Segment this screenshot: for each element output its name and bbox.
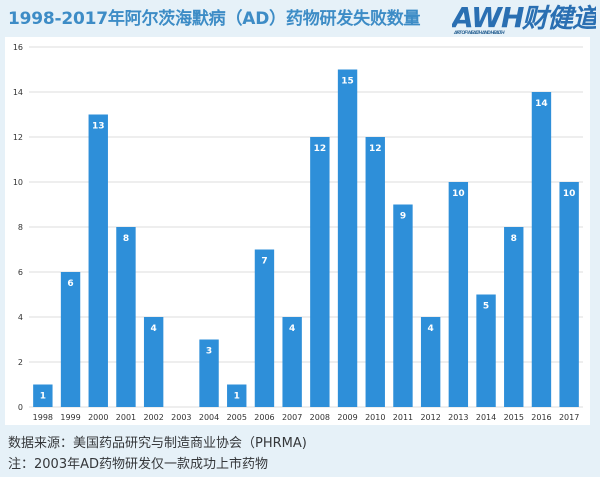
bar-2001: [116, 227, 136, 407]
x-tick-label: 2017: [559, 413, 579, 422]
bar-value-label: 4: [289, 324, 295, 334]
bar-value-label: 12: [314, 144, 327, 154]
x-tick-label: 2008: [310, 413, 330, 422]
x-tick-label: 2003: [171, 413, 191, 422]
logo-graphic: AWH 财健道 ART OF WEALTH AND HEALTH: [450, 1, 600, 36]
x-tick-label: 1999: [60, 413, 80, 422]
bar-2008: [310, 137, 330, 407]
x-tick-label: 2015: [504, 413, 524, 422]
grid-lines: [29, 46, 583, 408]
bar-value-label: 6: [67, 279, 73, 289]
bar-2002: [143, 317, 164, 407]
y-tick-label: 6: [18, 268, 23, 277]
x-tick-label: 2006: [254, 413, 274, 422]
bars: [33, 69, 579, 407]
bar-value-label: 13: [92, 122, 105, 132]
bar-2010: [365, 137, 385, 407]
bar-2015: [504, 227, 524, 407]
chart-panel: 0 2 4 6 8 10 12 14 16 1 6 13 8 4 3 1 7 4 12 15 12 9 4 10 5 8 14 10…: [5, 37, 590, 425]
x-tick-label: 1998: [33, 413, 53, 422]
bar-2013: [448, 182, 469, 407]
x-tick-label: 2005: [227, 413, 247, 422]
x-tick-label: 2001: [116, 413, 136, 422]
bar-value-label: 7: [261, 257, 267, 267]
bar-value-label: 4: [428, 324, 434, 334]
y-tick-labels: 0 2 4 6 8 10 12 14 16: [13, 43, 23, 412]
x-tick-label: 2012: [420, 413, 440, 422]
bar-value-label: 10: [452, 189, 465, 199]
y-tick-label: 8: [18, 223, 23, 232]
bar-value-label: 10: [563, 189, 576, 199]
bar-value-label: 1: [234, 392, 240, 402]
brand-logo: AWH 财健道 ART OF WEALTH AND HEALTH: [450, 0, 600, 38]
bar-2012: [420, 317, 441, 407]
y-tick-label: 14: [13, 88, 23, 97]
bar-2007: [282, 317, 302, 407]
bar-2006: [254, 249, 275, 407]
bar-value-label: 8: [123, 234, 129, 244]
x-tick-label: 2000: [88, 413, 108, 422]
bar-1999: [60, 272, 81, 407]
x-tick-label: 2013: [448, 413, 468, 422]
bar-2000: [88, 114, 108, 407]
x-tick-label: 2004: [199, 413, 219, 422]
bar-2017: [559, 182, 579, 407]
bar-value-label: 5: [483, 302, 489, 312]
bar-2009: [337, 69, 358, 407]
y-tick-label: 12: [13, 133, 23, 142]
bar-value-label: 8: [511, 234, 517, 244]
y-tick-label: 4: [18, 313, 23, 322]
bar-2011: [393, 204, 413, 407]
bar-1998: [33, 384, 53, 407]
x-tick-label: 2016: [531, 413, 551, 422]
y-tick-label: 0: [18, 403, 23, 412]
bar-value-label: 14: [535, 99, 548, 109]
y-tick-label: 10: [13, 178, 23, 187]
x-tick-label: 2002: [143, 413, 163, 422]
bar-2005: [227, 384, 247, 407]
x-tick-label: 2009: [337, 413, 357, 422]
y-tick-label: 16: [13, 43, 23, 52]
bar-value-labels: 1 6 13 8 4 3 1 7 4 12 15 12 9 4 10 5 8 14 10: [40, 77, 576, 402]
svg-text:ART OF WEALTH AND HEALTH: ART OF WEALTH AND HEALTH: [453, 30, 505, 36]
bar-value-label: 3: [206, 347, 212, 357]
bar-value-label: 4: [151, 324, 157, 334]
x-tick-label: 2014: [476, 413, 496, 422]
footnote: 注：2003年AD药物研发仅一款成功上市药物: [8, 457, 268, 472]
svg-text:AWH: AWH: [452, 1, 524, 34]
x-tick-labels: 1998 1999 2000 2001 2002 2003 2004 2005 2006 2007…: [33, 413, 580, 422]
bar-value-label: 1: [40, 392, 46, 402]
bar-2004: [199, 339, 219, 407]
x-tick-label: 2007: [282, 413, 302, 422]
x-tick-label: 2011: [393, 413, 413, 422]
bar-2016: [531, 92, 552, 407]
logo-text: AWH 财健道 ART OF WEALTH AND HEALTH: [450, 0, 600, 47]
page-title: 1998-2017年阿尔茨海默病（AD）药物研发失败数量: [8, 9, 421, 29]
bar-value-label: 12: [369, 144, 382, 154]
source-note: 数据来源：美国药品研究与制造商业协会（PHRMA): [8, 436, 307, 451]
bar-value-label: 15: [341, 77, 354, 87]
x-tick-label: 2010: [365, 413, 385, 422]
bar-value-label: 9: [400, 212, 406, 222]
svg-text:财健道: 财健道: [521, 4, 596, 34]
y-tick-label: 2: [18, 358, 23, 367]
bar-2014: [476, 294, 496, 407]
